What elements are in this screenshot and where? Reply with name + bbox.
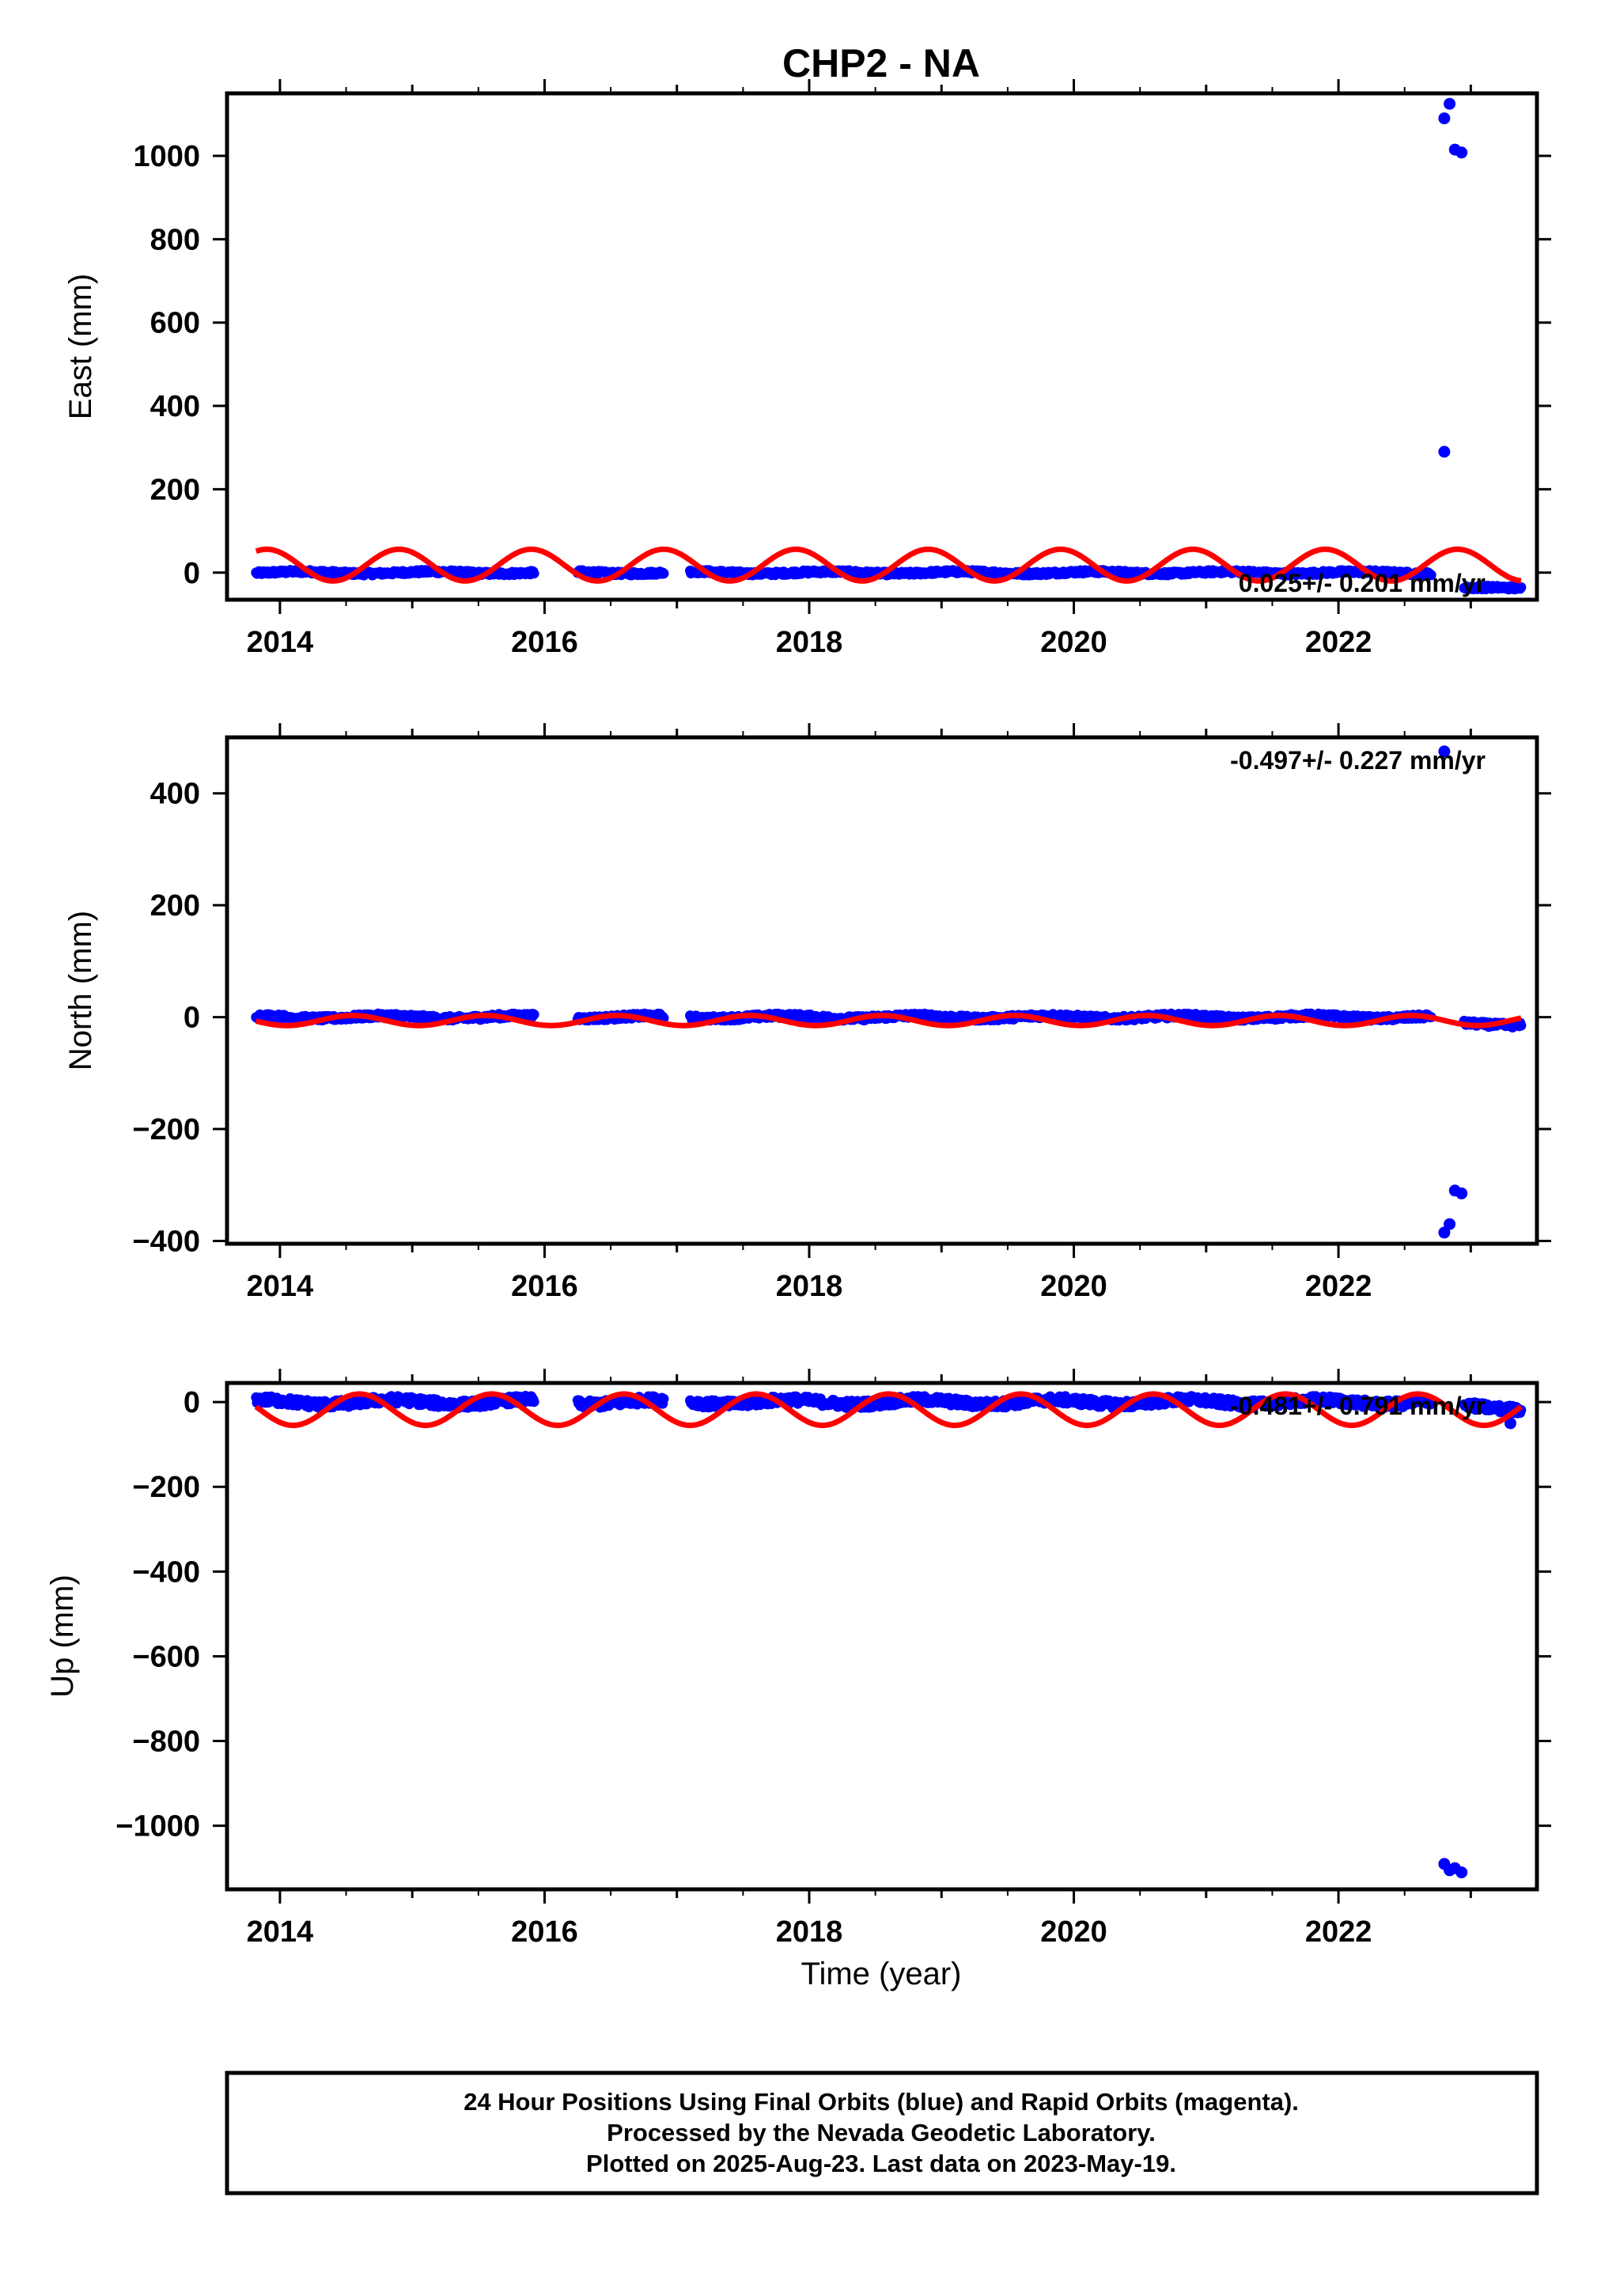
x-tick-label: 2020 [1040, 626, 1107, 659]
panel-up: 2014 2016 2018 2020 2022 −1000 −800 −600 −400 −20… [45, 1369, 1551, 1949]
y-axis-label-north: North (mm) [63, 911, 98, 1070]
x-tick-label: 2014 [247, 1915, 314, 1949]
panel-east: 2014 2016 2018 2020 2022 0 200 400 600 800 1000 Eas… [63, 79, 1551, 659]
y-tick-label: −400 [132, 1555, 200, 1589]
y-tick-label: −200 [132, 1471, 200, 1504]
x-tick-label: 2020 [1040, 1270, 1107, 1303]
data-point [1425, 570, 1436, 581]
model-curve-up [254, 1391, 1523, 1429]
outlier-point [1455, 146, 1468, 159]
x-tick-label: 2016 [511, 1915, 578, 1949]
x-tick-label: 2018 [776, 1915, 843, 1949]
data-point [528, 1009, 539, 1020]
footer-box [225, 2071, 1539, 2196]
data-point [658, 568, 669, 579]
rate-label-north: -0.497+/- 0.227 mm/yr [1230, 746, 1486, 775]
y-axis-label-up: Up (mm) [45, 1574, 80, 1698]
x-tick-label: 2018 [776, 1270, 843, 1303]
y-tick-label: −600 [132, 1640, 200, 1673]
outlier-point [1444, 1218, 1456, 1230]
y-tick-label: 200 [150, 889, 200, 923]
footer-line-1: 24 Hour Positions Using Final Orbits (bl… [464, 2088, 1299, 2116]
outlier-point [1455, 1187, 1468, 1199]
series-final-orbits-east [251, 97, 1527, 595]
y-tick-label: 400 [150, 390, 200, 423]
axes-frame-north [225, 735, 1539, 1246]
footer-line-2: Processed by the Nevada Geodetic Laborat… [607, 2119, 1156, 2146]
axes-frame-east [225, 91, 1539, 602]
y-tick-label: −800 [132, 1726, 200, 1759]
y-tick-label: 1000 [133, 140, 200, 173]
data-point [1516, 1020, 1527, 1031]
model-curve-north [255, 1013, 1523, 1029]
data-point [1516, 582, 1527, 593]
x-tick-label: 2014 [247, 626, 314, 659]
data-point [528, 1396, 539, 1408]
series-final-orbits-up [251, 1391, 1527, 1879]
y-axis-label-east: East (mm) [63, 274, 98, 419]
footer-line-3: Plotted on 2025-Aug-23. Last data on 202… [586, 2150, 1176, 2177]
x-tick-label: 2022 [1305, 626, 1372, 659]
outlier-point [1438, 445, 1451, 458]
outlier-point [1455, 1866, 1468, 1879]
data-point [528, 568, 539, 579]
outlier-point [1438, 112, 1451, 125]
plot-area-up [251, 1391, 1527, 1879]
y-tick-label: 0 [184, 1002, 200, 1035]
outlier-point [1504, 1417, 1516, 1430]
y-tick-label: 400 [150, 778, 200, 811]
series-final-orbits-north [251, 745, 1527, 1239]
x-tick-label: 2020 [1040, 1915, 1107, 1949]
x-tick-label: 2014 [247, 1270, 314, 1303]
outlier-point [1444, 97, 1456, 110]
plot-area-east [251, 97, 1527, 595]
y-tick-label: −1000 [115, 1810, 200, 1843]
y-tick-label: 200 [150, 473, 200, 506]
model-curve-east [255, 546, 1523, 584]
y-tick-label: −200 [132, 1113, 200, 1146]
x-axis-label: Time (year) [801, 1957, 962, 1991]
y-tick-label: 0 [184, 1386, 200, 1419]
y-tick-label: 800 [150, 223, 200, 256]
x-tick-label: 2016 [511, 626, 578, 659]
rate-label-up: -0.481+/- 0.791 mm/yr [1230, 1392, 1486, 1420]
panel-north: 2014 2016 2018 2020 2022 −400 −200 0 200 400 North… [63, 723, 1551, 1303]
x-tick-label: 2016 [511, 1270, 578, 1303]
x-tick-label: 2022 [1305, 1270, 1372, 1303]
y-tick-label: −400 [132, 1225, 200, 1258]
outlier-point [1438, 745, 1451, 758]
rate-label-east: 0.025+/- 0.201 mm/yr [1239, 569, 1486, 597]
x-tick-label: 2018 [776, 626, 843, 659]
x-tick-label: 2022 [1305, 1915, 1372, 1949]
plot-area-north [251, 745, 1527, 1239]
y-tick-label: 600 [150, 307, 200, 340]
axes-frame-up [225, 1381, 1539, 1892]
outlier-point [1438, 1226, 1451, 1239]
data-point [658, 1393, 669, 1404]
chart-title: CHP2 - NA [782, 41, 980, 85]
y-tick-label: 0 [184, 557, 200, 590]
